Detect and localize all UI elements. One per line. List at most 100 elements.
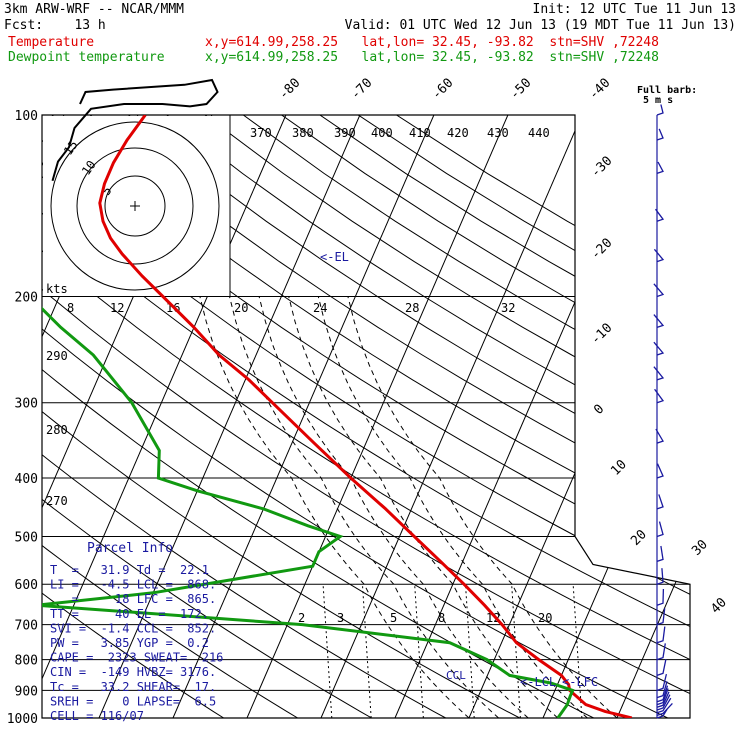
parcel-info-row: = 18 LFC = 865. — [50, 592, 216, 606]
wind-barb — [656, 681, 668, 699]
parcel-info-row: TT = 40 EL = 172. — [50, 607, 209, 621]
pressure-tick-label: 800 — [15, 654, 38, 669]
wind-barb — [654, 388, 665, 404]
barb-legend-units: 5 m s — [643, 95, 673, 106]
hodograph-units-label: kts — [46, 282, 68, 296]
isotherm-line — [320, 115, 583, 718]
theta-label: 380 — [292, 126, 314, 140]
dewpoint-legend-info: x,y=614.99,258.25 lat,lon= 32.45, -93.82… — [205, 50, 659, 65]
wind-barb — [656, 688, 669, 706]
wind-barb — [656, 608, 666, 626]
pressure-tick-label: 600 — [15, 578, 38, 593]
dry-adiabat-line — [89, 115, 690, 718]
isotherm-label: -50 — [507, 76, 534, 103]
parcel-info-row: CIN = -149 HVBZ= 3176. — [50, 665, 216, 679]
mixing-ratio-label: 32 — [501, 301, 515, 315]
wind-barb — [653, 366, 665, 381]
isotherm-line — [246, 115, 509, 718]
mixing-ratio-label: 20 — [538, 611, 552, 625]
wind-barb — [655, 428, 664, 444]
pressure-tick-label: 100 — [15, 109, 38, 124]
mixing-ratio-label: 12 — [486, 611, 500, 625]
pressure-tick-label: 1000 — [7, 712, 38, 727]
ccl-annotation: CCL — [446, 669, 466, 682]
parcel-info-row: CELL = 116/07 — [50, 709, 144, 723]
isotherm-label: -70 — [348, 76, 375, 103]
isotherm-label: 40 — [708, 595, 730, 617]
dry-adiabat-line — [166, 115, 690, 718]
dry-adiabat-line — [42, 115, 372, 718]
theta-label: 370 — [250, 126, 272, 140]
wind-barb — [656, 702, 673, 717]
isotherm-label: -40 — [586, 76, 613, 103]
wind-barb — [656, 659, 667, 677]
isotherm-line — [42, 115, 287, 718]
isotherm-label: -60 — [429, 76, 456, 103]
forecast-hour: Fcst: 13 h — [4, 18, 106, 33]
isotherm-line — [98, 115, 361, 718]
dry-adiabat-line — [42, 115, 446, 718]
wind-barb — [654, 208, 665, 222]
pressure-tick-label: 900 — [15, 684, 38, 699]
dry-adiabat-line — [42, 115, 224, 718]
mixing-ratio-label: 8 — [438, 611, 445, 625]
moist-adiabat-line — [317, 296, 588, 718]
wind-barb — [656, 691, 670, 708]
dry-adiabat-line — [42, 115, 668, 718]
hodograph-ring — [76, 147, 194, 265]
wind-barb — [656, 643, 666, 661]
mixing-ratio-label: 8 — [67, 301, 74, 315]
wind-barb — [656, 694, 671, 711]
wind-barb — [653, 283, 665, 298]
pressure-tick-label: 700 — [15, 619, 38, 634]
dry-adiabat-line — [357, 115, 690, 718]
isotherm-label: -10 — [588, 321, 615, 348]
isotherm-label: 0 — [591, 402, 607, 418]
dewpoint-legend-label: Dewpoint temperature — [8, 50, 165, 65]
valid-time: Valid: 01 UTC Wed 12 Jun 13 (19 MDT Tue … — [344, 18, 736, 33]
wind-barb — [656, 161, 664, 175]
dry-adiabat-line — [42, 115, 520, 718]
theta-label: 430 — [487, 126, 509, 140]
isotherm-line — [616, 115, 690, 718]
moist-adiabat-line — [258, 296, 529, 718]
hodograph-ring — [104, 175, 166, 237]
wind-barb — [656, 697, 672, 714]
init-time: Init: 12 UTC Tue 11 Jun 13 — [532, 2, 737, 17]
moist-adiabat-line — [347, 296, 618, 718]
lfc-annotation: <-LFC — [562, 675, 598, 689]
mixing-ratio-line — [361, 584, 372, 718]
wind-barb — [656, 685, 669, 703]
wind-barb — [656, 673, 668, 692]
dry-adiabat-line — [128, 115, 690, 718]
mixing-ratio-label: 12 — [110, 301, 124, 315]
theta-label: 270 — [46, 494, 68, 508]
el-annotation: <-EL — [320, 250, 349, 264]
mixing-ratio-label: 2 — [298, 611, 305, 625]
pressure-tick-label: 200 — [15, 291, 38, 306]
parcel-info-row: T = 31.9 Td = 22.1 — [50, 563, 209, 577]
wind-barb — [656, 626, 666, 644]
dry-adiabat-line — [42, 115, 690, 718]
dry-adiabat-line — [281, 115, 690, 718]
theta-label: 410 — [409, 126, 431, 140]
wind-barb — [656, 494, 664, 510]
mixing-ratio-line — [511, 584, 521, 718]
mixing-ratio-line — [572, 584, 583, 718]
isotherm-label: 10 — [608, 457, 630, 479]
app-title: 3km ARW-WRF -- NCAR/MMM — [4, 2, 185, 17]
parcel-info-row: SVI = -1.4 CCL = 852. — [50, 621, 216, 635]
moist-adiabat-line — [199, 296, 470, 718]
wind-barb — [653, 248, 665, 263]
mixing-ratio-line — [322, 584, 333, 718]
moist-adiabat-line — [229, 296, 499, 718]
mixing-ratio-label: 5 — [390, 611, 397, 625]
barb-legend-title: Full barb: — [637, 85, 697, 96]
lcl-annotation: <-LCL — [520, 675, 556, 689]
hodograph-trace — [51, 78, 219, 182]
hodograph-ring — [50, 121, 220, 291]
theta-label: 400 — [371, 126, 393, 140]
parcel-info-title: Parcel Info — [87, 541, 173, 556]
temperature-legend-info: x,y=614.99,258.25 lat,lon= 32.45, -93.82… — [205, 35, 659, 50]
